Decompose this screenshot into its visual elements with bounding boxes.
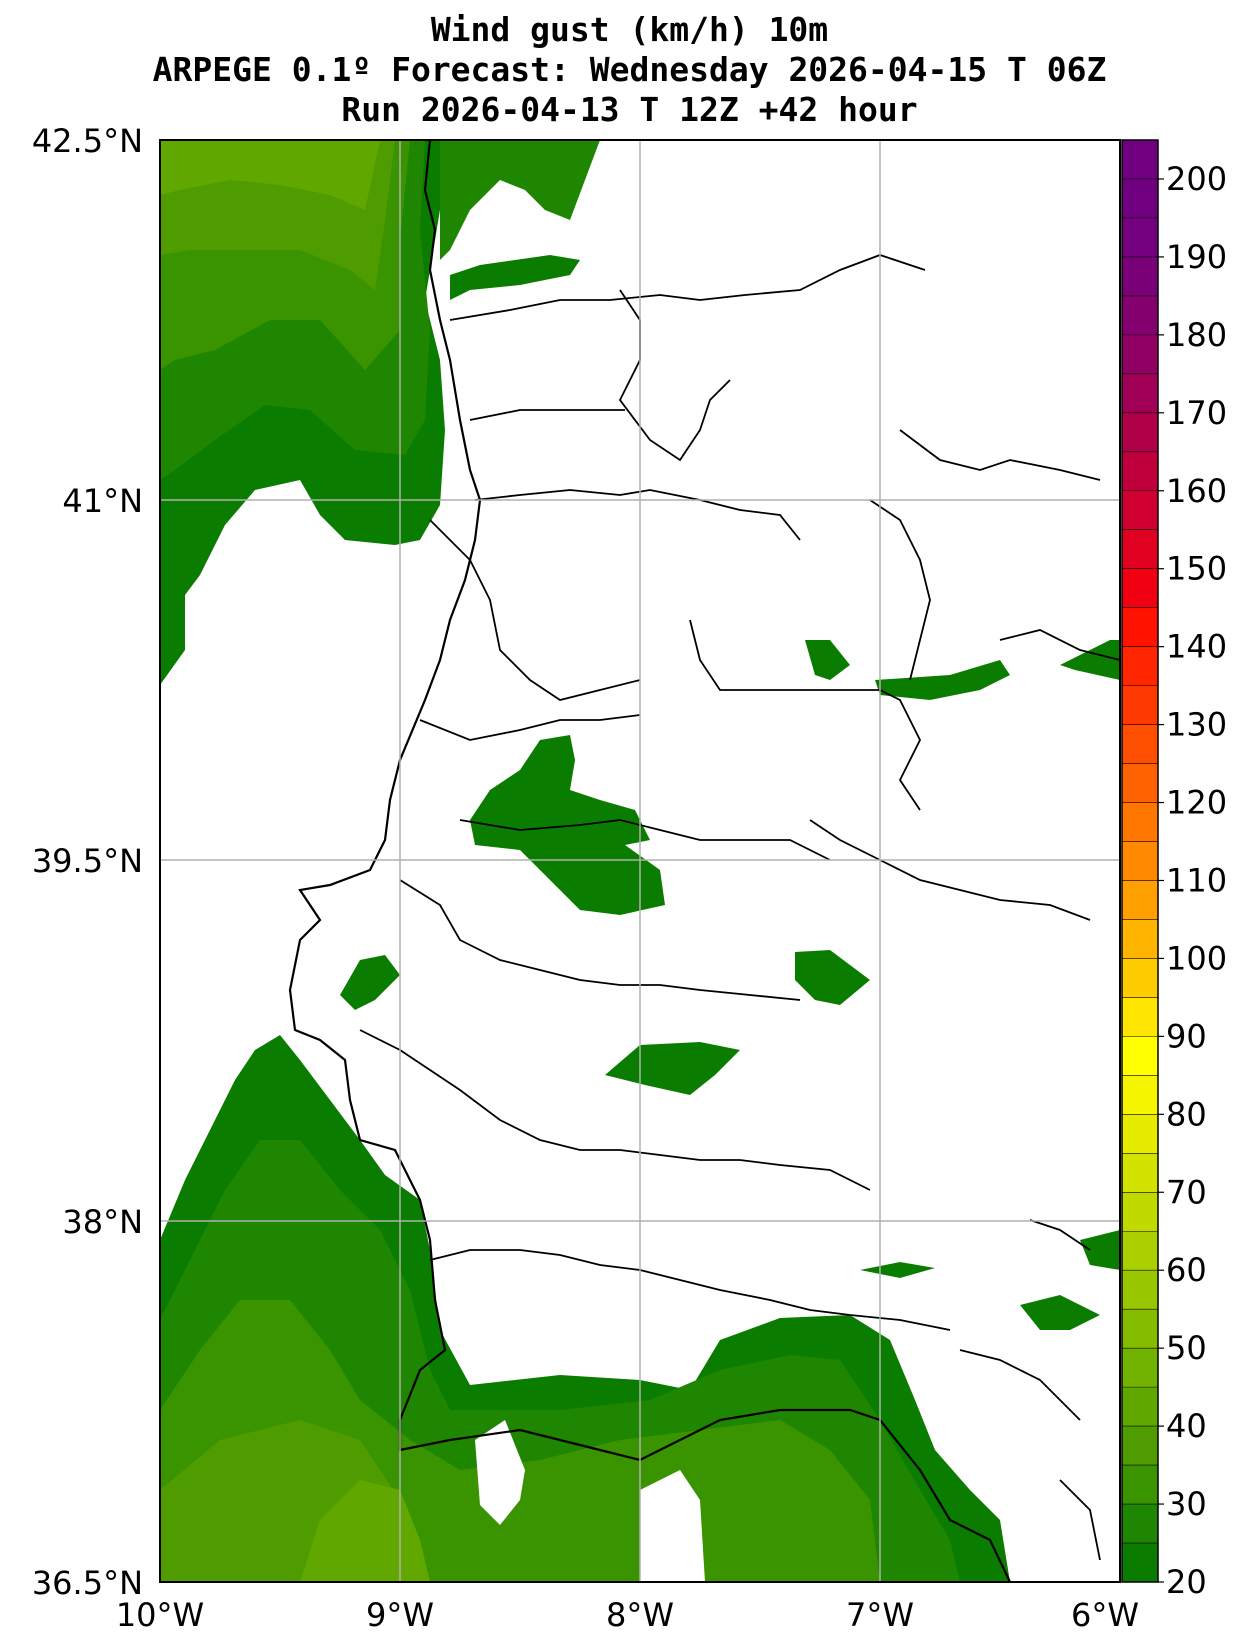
colorbar-band [1122,256,1158,297]
colorbar-band [1122,373,1158,414]
map-area [160,140,1120,1582]
colorbar-band [1122,724,1158,765]
colorbar-band [1122,1387,1158,1427]
lat-tick-label: 42.5°N [32,122,143,160]
calm-area-1 [475,1420,525,1525]
calm-area-2 [640,1470,705,1582]
colorbar-band [1122,1153,1158,1193]
colorbar-band [1122,412,1158,453]
colorbar-tick-label: 100 [1166,939,1227,977]
colorbar-band [1122,841,1158,881]
colorbar-tick-label: 60 [1166,1251,1207,1289]
colorbar-band [1122,646,1158,687]
gust-contour-south-east-1 [860,1262,935,1278]
colorbar-band [1122,763,1158,804]
colorbar-band [1122,1543,1158,1583]
gust-contour-central-4 [795,950,870,1005]
lon-tick-label: 8°W [606,1596,674,1634]
colorbar-band [1122,1036,1158,1076]
lon-tick-label: 7°W [846,1596,914,1634]
gust-contour-central-3 [605,1042,740,1095]
colorbar-band [1122,685,1158,726]
colorbar-band [1122,451,1158,492]
colorbar-band [1122,1231,1158,1271]
colorbar-tick-label: 150 [1166,550,1227,588]
title-line-1: Wind gust (km/h) 10m [430,10,829,49]
colorbar-band [1122,1192,1158,1232]
colorbar-tick-label: 190 [1166,238,1227,276]
colorbar-band [1122,802,1158,843]
colorbar-band [1122,140,1158,180]
colorbar-tick-label: 130 [1166,706,1227,744]
colorbar-band [1122,919,1158,959]
admin-boundaries [359,254,1120,1561]
colorbar-tick-label: 140 [1166,628,1227,666]
gust-contour-galicia-2 [450,255,580,300]
gust-contour-north-sea-5 [160,140,380,210]
colorbar-band [1122,1426,1158,1466]
colorbar-tick-label: 70 [1166,1173,1207,1211]
colorbar-band [1122,1114,1158,1154]
lon-tick-label: 6°W [1071,1596,1139,1634]
colorbar-tick-label: 170 [1166,394,1227,432]
gust-contour-central-6 [875,660,1010,700]
colorbar-tick-label: 120 [1166,784,1227,822]
gust-contour-central-1 [470,735,665,915]
colorbar-band [1122,1465,1158,1505]
colorbar-tick-label: 200 [1166,160,1227,198]
colorbar-band [1122,1075,1158,1115]
colorbar-tick-label: 50 [1166,1329,1207,1367]
colorbar-frame [1121,139,1159,1583]
colorbar-band [1122,529,1158,570]
colorbar-tick-label: 110 [1166,861,1227,899]
gust-contour-south-east-2 [1020,1295,1100,1330]
colorbar-band [1122,958,1158,998]
gust-contour-galicia [440,140,600,260]
colorbar-band [1122,1504,1158,1544]
colorbar-tick-label: 180 [1166,316,1227,354]
lat-axis: 42.5°N 41°N 39.5°N 38°N 36.5°N [32,122,143,1602]
colorbar-band [1122,880,1158,920]
lon-tick-label: 10°W [116,1596,204,1634]
colorbar-tick-label: 80 [1166,1095,1207,1133]
colorbar-band [1122,490,1158,531]
map-frame [159,139,1121,1583]
lat-tick-label: 38°N [62,1203,143,1241]
colorbar-band [1122,607,1158,648]
colorbar-band [1122,217,1158,258]
title-line-3: Run 2026-04-13 T 12Z +42 hour [341,90,918,129]
colorbar-band [1122,295,1158,336]
gust-contour-central-7 [1060,640,1120,680]
colorbar-labels: 20 30 40 50 60 70 80 90 100 110 120 130 140 150 160 170… [1166,160,1227,1601]
colorbar-band [1122,1348,1158,1388]
colorbar-tick-label: 160 [1166,472,1227,510]
lon-axis: 10°W 9°W 8°W 7°W 6°W [116,1596,1139,1634]
gust-contour-south-east-3 [1080,1230,1120,1270]
colorbar-tick-label: 20 [1166,1563,1207,1601]
colorbar-band [1122,1309,1158,1349]
colorbar-band [1122,334,1158,375]
lat-tick-label: 39.5°N [32,842,143,880]
colorbar [1121,139,1164,1583]
gust-contour-central-5 [805,640,850,680]
lat-tick-label: 36.5°N [32,1564,143,1602]
colorbar-band [1122,1270,1158,1310]
gust-contour-south-west-5 [300,1480,430,1582]
title-line-2: ARPEGE 0.1º Forecast: Wednesday 2026-04-… [152,50,1107,89]
graticule [160,140,1120,1582]
colorbar-band [1122,997,1158,1037]
gust-contour-central-2 [340,955,400,1010]
colorbar-tick-label: 90 [1166,1017,1207,1055]
lat-tick-label: 41°N [62,482,143,520]
colorbar-tick-label: 40 [1166,1407,1207,1445]
colorbar-band [1122,178,1158,219]
colorbar-tick-label: 30 [1166,1485,1207,1523]
lon-tick-label: 9°W [366,1596,434,1634]
colorbar-band [1122,568,1158,609]
